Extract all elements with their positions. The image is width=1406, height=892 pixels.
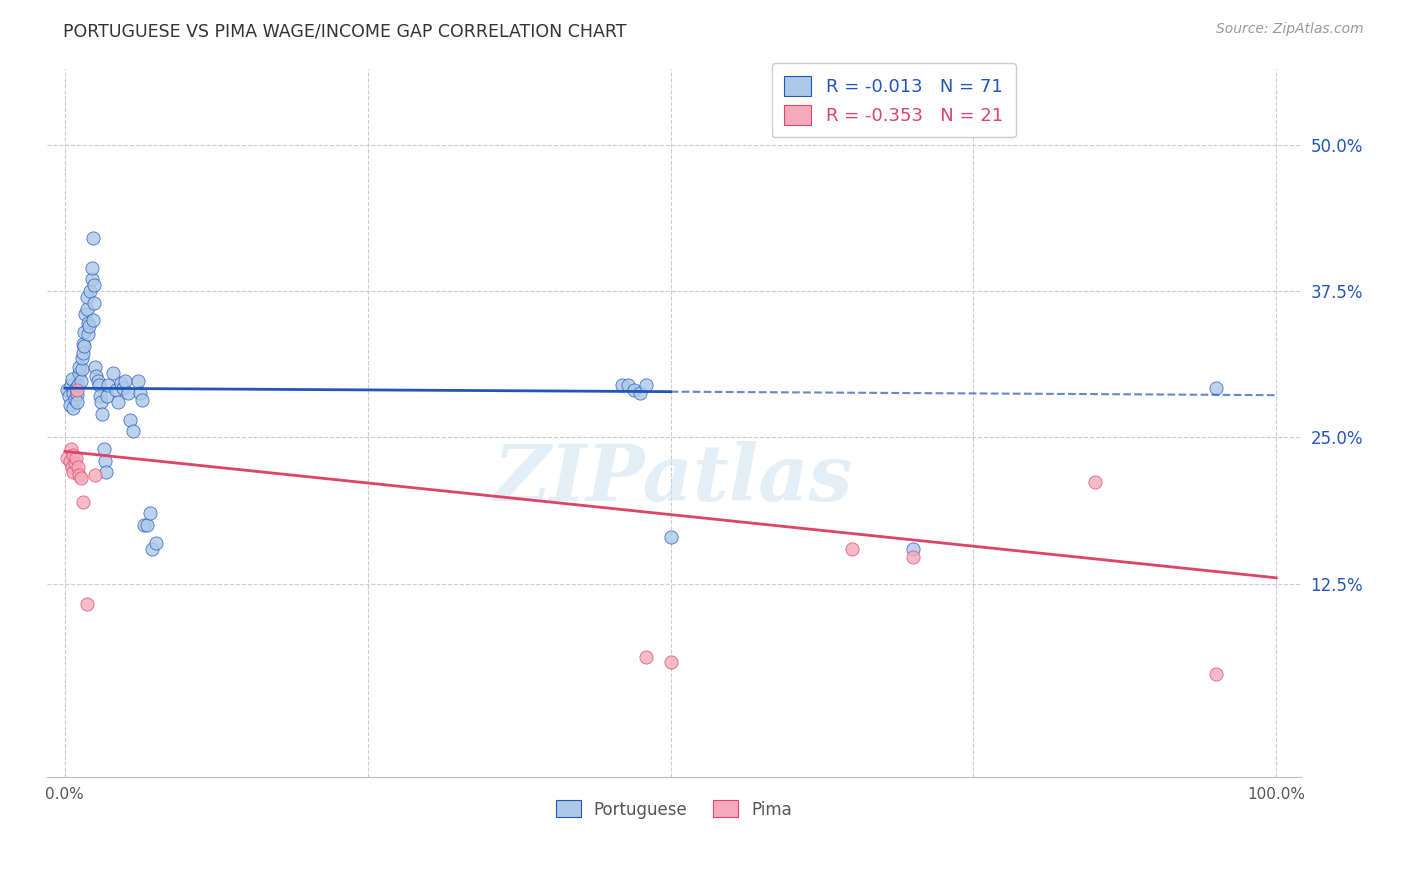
Point: [121, 425, 143, 439]
Point: [83, 278, 105, 293]
Point: [104, 384, 127, 398]
Point: [79, 284, 101, 298]
Point: [901, 549, 924, 564]
Point: [72, 336, 94, 351]
Point: [90, 395, 112, 409]
Point: [636, 377, 658, 392]
Text: ZIPatlas: ZIPatlas: [494, 442, 853, 517]
Point: [623, 384, 645, 398]
Text: PORTUGUESE VS PIMA WAGE/INCOME GAP CORRELATION CHART: PORTUGUESE VS PIMA WAGE/INCOME GAP CORRE…: [63, 22, 627, 40]
Point: [901, 541, 924, 556]
Point: [77, 327, 100, 342]
Point: [69, 374, 91, 388]
Point: [80, 272, 103, 286]
Point: [145, 535, 167, 549]
Point: [86, 369, 108, 384]
Point: [94, 466, 117, 480]
Point: [66, 395, 89, 409]
Point: [94, 454, 117, 468]
Point: [76, 597, 98, 611]
Point: [110, 376, 132, 391]
Point: [70, 351, 93, 365]
Point: [86, 374, 108, 388]
Point: [59, 442, 82, 456]
Point: [93, 442, 115, 456]
Point: [67, 467, 90, 482]
Point: [111, 381, 134, 395]
Point: [610, 377, 633, 392]
Point: [60, 372, 83, 386]
Point: [659, 655, 682, 669]
Legend: Portuguese, Pima: Portuguese, Pima: [548, 794, 799, 825]
Point: [1205, 666, 1227, 681]
Point: [66, 384, 89, 398]
Point: [62, 401, 84, 415]
Point: [138, 507, 160, 521]
Point: [132, 518, 155, 533]
Point: [67, 377, 90, 392]
Point: [65, 381, 87, 395]
Point: [841, 541, 863, 556]
Point: [75, 307, 97, 321]
Point: [73, 325, 96, 339]
Text: Source: ZipAtlas.com: Source: ZipAtlas.com: [1216, 22, 1364, 37]
Point: [117, 385, 139, 400]
Point: [67, 366, 90, 380]
Point: [82, 313, 104, 327]
Point: [72, 346, 94, 360]
Point: [82, 231, 104, 245]
Point: [1205, 381, 1227, 395]
Point: [1084, 475, 1107, 489]
Point: [69, 471, 91, 485]
Point: [84, 467, 107, 482]
Point: [83, 295, 105, 310]
Point: [59, 377, 82, 392]
Point: [659, 530, 682, 544]
Point: [91, 407, 114, 421]
Point: [56, 451, 79, 466]
Point: [80, 260, 103, 275]
Point: [96, 389, 118, 403]
Point: [60, 459, 83, 474]
Point: [66, 387, 89, 401]
Point: [73, 339, 96, 353]
Point: [107, 395, 129, 409]
Point: [70, 362, 93, 376]
Point: [65, 451, 87, 466]
Point: [59, 398, 82, 412]
Point: [62, 385, 84, 400]
Point: [141, 541, 163, 556]
Point: [129, 385, 152, 400]
Point: [62, 466, 84, 480]
Point: [89, 389, 111, 403]
Point: [67, 360, 90, 375]
Point: [103, 366, 125, 380]
Point: [62, 448, 84, 462]
Point: [76, 290, 98, 304]
Point: [628, 385, 651, 400]
Point: [617, 377, 640, 392]
Point: [63, 456, 86, 470]
Point: [84, 360, 107, 375]
Point: [120, 413, 142, 427]
Point: [77, 319, 100, 334]
Point: [136, 518, 159, 533]
Point: [59, 454, 82, 468]
Point: [636, 650, 658, 665]
Point: [56, 384, 79, 398]
Point: [114, 374, 136, 388]
Point: [127, 374, 149, 388]
Point: [131, 392, 153, 407]
Point: [58, 389, 80, 403]
Point: [63, 392, 86, 406]
Point: [97, 377, 120, 392]
Point: [76, 301, 98, 316]
Point: [72, 494, 94, 508]
Point: [87, 377, 110, 392]
Point: [77, 316, 100, 330]
Point: [67, 459, 90, 474]
